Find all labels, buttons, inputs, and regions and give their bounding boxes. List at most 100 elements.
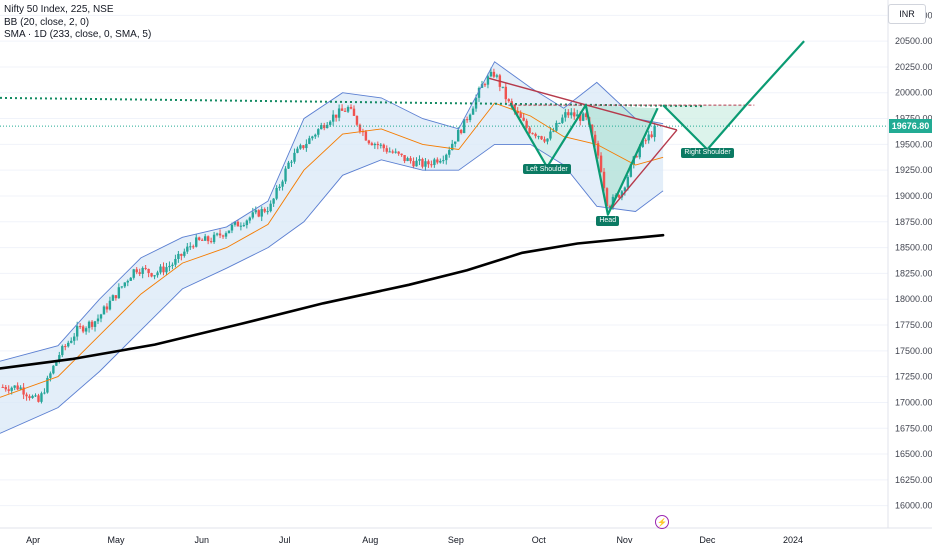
y-tick-label: 19500.00 xyxy=(895,139,932,149)
x-tick-label: Nov xyxy=(616,535,633,545)
candle-body xyxy=(355,115,359,125)
y-tick-label: 18000.00 xyxy=(895,294,932,304)
triangle-upper xyxy=(488,77,678,131)
candle-body xyxy=(617,194,621,198)
candle-body xyxy=(153,275,156,277)
candle-body xyxy=(55,360,58,366)
time-axis[interactable]: Apr May Jun Jul Aug Sep Oct Nov Dec 2024 xyxy=(0,527,932,545)
x-tick-label: Jul xyxy=(279,535,291,545)
candle-body xyxy=(626,176,630,188)
candle-body xyxy=(349,107,353,109)
candle-body xyxy=(275,188,278,199)
candle-body xyxy=(93,321,97,327)
right-shoulder-label: Right Shoulder xyxy=(681,147,734,158)
candle-body xyxy=(61,346,64,356)
candle-body xyxy=(105,306,109,310)
candle-body xyxy=(31,395,34,399)
y-tick-label: 16000.00 xyxy=(895,501,932,511)
candle-body xyxy=(19,387,22,390)
candle-body xyxy=(421,159,424,167)
candle-body xyxy=(462,119,466,134)
legend-bb[interactable]: BB (20, close, 2, 0) xyxy=(4,16,90,28)
y-tick-label: 17750.00 xyxy=(895,320,932,330)
x-tick-label: Dec xyxy=(699,535,716,545)
candle-body xyxy=(397,151,400,154)
candle-body xyxy=(200,239,204,241)
candle-body xyxy=(599,155,603,172)
candle-body xyxy=(281,181,284,187)
candle-body xyxy=(135,269,138,273)
candle-body xyxy=(364,131,368,141)
candle-body xyxy=(412,161,415,167)
candle-body xyxy=(653,125,656,138)
candle-body xyxy=(67,342,70,347)
candle-body xyxy=(433,159,436,165)
left-shoulder-label: Left Shoulder xyxy=(523,164,571,175)
candle-body xyxy=(531,133,534,135)
candle-body xyxy=(382,144,385,149)
candle-body xyxy=(445,154,448,161)
bollinger-band-fill xyxy=(0,61,664,434)
head-label: Head xyxy=(596,215,620,226)
candle-body xyxy=(147,268,150,274)
currency-selector[interactable]: INR xyxy=(888,4,926,24)
candle-body xyxy=(236,221,240,227)
candle-body xyxy=(156,272,159,276)
candle-body xyxy=(75,326,79,337)
candle-body xyxy=(144,267,147,269)
candle-body xyxy=(471,108,475,115)
candle-body xyxy=(206,236,210,242)
candle-body xyxy=(260,209,263,217)
legend-sma[interactable]: SMA · 1D (233, close, 0, SMA, 5) xyxy=(4,29,152,40)
candle-body xyxy=(117,287,121,299)
candle-body xyxy=(284,168,287,182)
candle-body xyxy=(248,217,252,221)
price-axis[interactable]: 16000.00 16250.00 16500.00 16750.00 17000.00… xyxy=(887,0,932,528)
candle-body xyxy=(427,161,430,165)
candle-body xyxy=(567,112,570,116)
y-tick-label: 17000.00 xyxy=(895,397,932,407)
candle-body xyxy=(596,143,600,156)
candle-body xyxy=(534,133,537,137)
candle-body xyxy=(468,114,472,121)
candle-body xyxy=(352,108,356,116)
candle-body xyxy=(129,277,132,281)
candle-body xyxy=(16,385,19,390)
candle-body xyxy=(558,122,561,124)
candle-body xyxy=(52,365,55,374)
x-tick-label: Oct xyxy=(532,535,547,545)
candle-body xyxy=(584,113,588,118)
candle-body xyxy=(150,273,153,277)
candle-body xyxy=(108,300,112,310)
candle-body xyxy=(537,136,540,138)
candle-body xyxy=(385,148,388,152)
candle-body xyxy=(373,143,377,146)
y-tick-label: 20250.00 xyxy=(895,62,932,72)
candle-body xyxy=(162,266,165,273)
candle-body xyxy=(391,151,394,153)
candle-body xyxy=(168,265,171,268)
candle-body xyxy=(590,124,594,135)
candle-body xyxy=(13,385,16,388)
candle-body xyxy=(320,125,323,130)
candle-body xyxy=(177,253,180,259)
candle-body xyxy=(64,346,67,348)
candle-body xyxy=(358,124,362,132)
candle-body xyxy=(132,269,135,278)
candle-body xyxy=(370,143,374,146)
candle-body xyxy=(209,241,213,243)
bb-upper-line xyxy=(0,61,664,362)
bollinger-fill xyxy=(0,61,664,434)
candle-body xyxy=(400,153,403,156)
candle-body xyxy=(278,186,281,189)
candle-body xyxy=(593,134,597,144)
candle-body xyxy=(424,161,427,167)
bb-basis-line xyxy=(0,102,664,398)
sma-line xyxy=(0,233,665,370)
candle-body xyxy=(224,233,228,237)
candle-body xyxy=(293,152,296,162)
candle-body xyxy=(58,355,61,361)
legend-symbol[interactable]: Nifty 50 Index, 225, NSE xyxy=(4,4,114,15)
lightning-icon[interactable]: ⚡ xyxy=(655,515,669,529)
